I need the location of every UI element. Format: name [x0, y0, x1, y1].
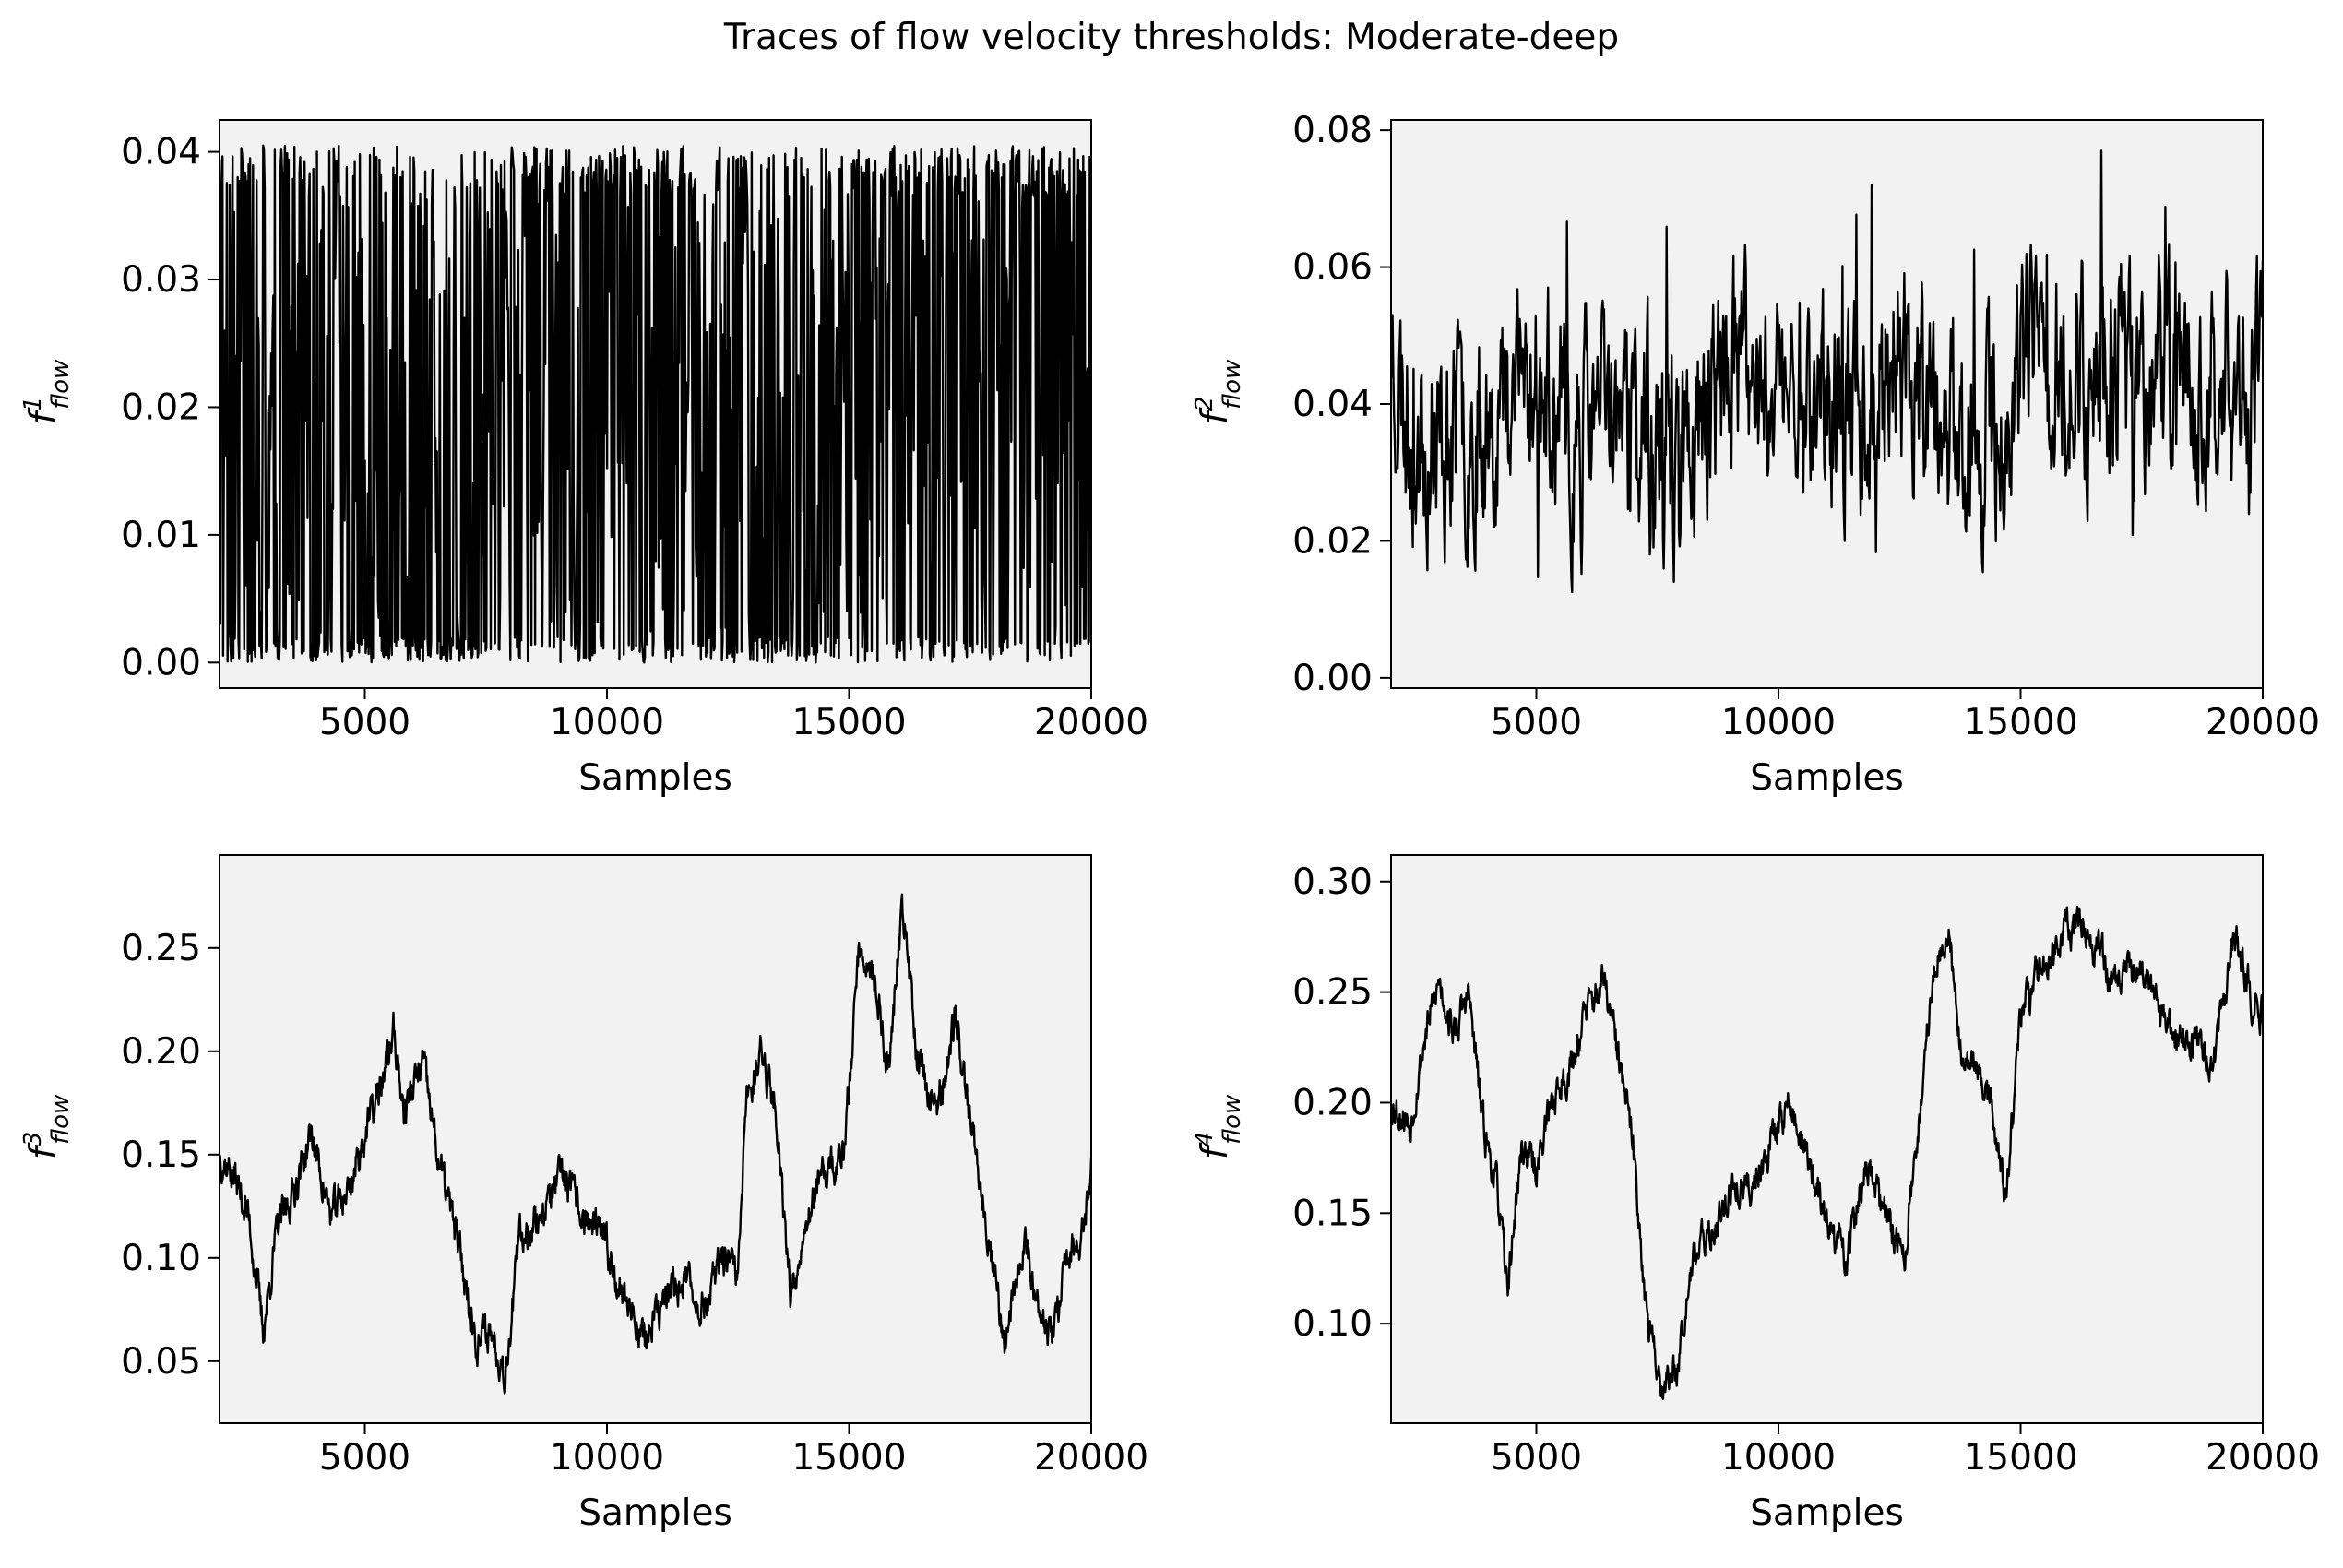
y-tick-label: 0.08 [1292, 110, 1373, 151]
x-tick-label: 10000 [550, 702, 664, 743]
chart-panel-top-left: 5000 10000 15000 20000 0.00 0.01 0.02 0.03 0.04 S… [19, 119, 1148, 799]
plot-area-background [220, 855, 1091, 1423]
x-tick-label: 15000 [791, 702, 906, 743]
y-axis-label: f2flow [1191, 359, 1246, 424]
trace-line [1391, 905, 2263, 1400]
y-axis-label: f1flow [19, 359, 75, 424]
y-tick-label: 0.30 [1292, 861, 1373, 903]
y-tick-label: 0.01 [121, 515, 201, 556]
y-tick-label: 0.25 [121, 928, 201, 969]
y-axis-label-text: f4flow [1191, 1094, 1246, 1159]
x-axis-label: Samples [1750, 757, 1904, 799]
x-tick-label: 10000 [1721, 702, 1836, 743]
y-tick-label: 0.00 [1292, 658, 1373, 699]
x-tick-label: 15000 [1963, 702, 2077, 743]
y-tick-label: 0.03 [121, 259, 201, 301]
plot-frame [219, 119, 1092, 689]
chart-panel-top-right: 5000 10000 15000 20000 0.00 0.02 0.04 0.06 0.08 S… [1191, 110, 2320, 799]
y-tick-label: 0.02 [1292, 520, 1373, 562]
x-axis-label: Samples [1750, 1492, 1904, 1534]
x-tick-label: 5000 [319, 1437, 410, 1479]
x-tick-label: 20000 [2206, 1437, 2320, 1479]
x-tick-label: 20000 [1034, 1437, 1148, 1479]
y-tick-label: 0.05 [121, 1341, 201, 1383]
chart-panel-bottom-left: 5000 10000 15000 20000 0.05 0.10 0.15 0.20 0.25 S… [19, 854, 1148, 1534]
x-tick-label: 5000 [1491, 702, 1582, 743]
y-tick-label: 0.04 [121, 132, 201, 173]
y-axis-label-text: f1flow [19, 359, 75, 424]
x-tick-label: 15000 [1963, 1437, 2077, 1479]
x-tick-label: 5000 [319, 702, 410, 743]
y-tick-label: 0.20 [121, 1031, 201, 1073]
y-tick-label: 0.10 [1292, 1303, 1373, 1345]
y-tick-label: 0.20 [1292, 1082, 1373, 1123]
y-axis-label: f4flow [1191, 1094, 1246, 1159]
trace-line [220, 144, 1091, 664]
x-tick-label: 10000 [550, 1437, 664, 1479]
x-tick-label: 20000 [2206, 702, 2320, 743]
x-tick-label: 15000 [791, 1437, 906, 1479]
y-axis-label-text: f2flow [1191, 359, 1246, 424]
trace-line [1391, 149, 2263, 594]
x-tick-label: 10000 [1721, 1437, 1836, 1479]
plot-frame [1390, 854, 2264, 1424]
y-axis-label-text: f3flow [19, 1094, 75, 1159]
plot-frame [219, 854, 1092, 1424]
y-tick-label: 0.15 [121, 1134, 201, 1176]
y-tick-label: 0.02 [121, 386, 201, 428]
y-tick-label: 0.15 [1292, 1193, 1373, 1234]
figure-title: Traces of flow velocity thresholds: Mode… [723, 17, 1620, 58]
plot-area-background [1391, 855, 2263, 1423]
y-tick-label: 0.00 [121, 642, 201, 683]
y-tick-label: 0.10 [121, 1238, 201, 1279]
x-axis-label: Samples [578, 757, 732, 799]
y-tick-label: 0.06 [1292, 247, 1373, 289]
y-tick-label: 0.25 [1292, 972, 1373, 1014]
x-tick-label: 5000 [1491, 1437, 1582, 1479]
x-tick-label: 20000 [1034, 702, 1148, 743]
chart-panel-bottom-right: 5000 10000 15000 20000 0.10 0.15 0.20 0.25 0.30 S… [1191, 854, 2320, 1534]
y-axis-label: f3flow [19, 1094, 75, 1159]
y-tick-label: 0.04 [1292, 384, 1373, 425]
x-axis-label: Samples [578, 1492, 732, 1534]
trace-line [220, 893, 1091, 1395]
